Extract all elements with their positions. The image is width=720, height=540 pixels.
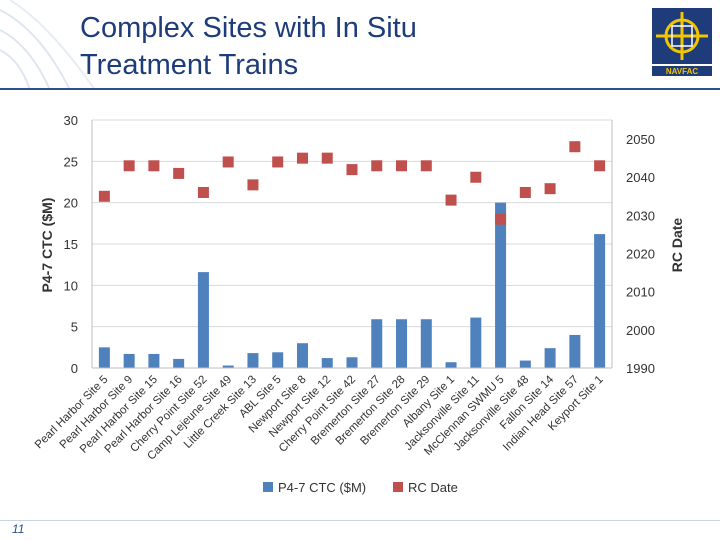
rc-date-marker: [346, 164, 358, 176]
rc-date-marker: [98, 190, 110, 202]
rc-date-marker: [544, 183, 556, 195]
rc-date-marker: [321, 152, 333, 164]
y-tick-label: 10: [64, 278, 78, 293]
bar: [371, 319, 383, 368]
rc-date-marker: [296, 152, 308, 164]
rc-date-marker: [445, 194, 457, 206]
y-axis-label: P4-7 CTC ($M): [39, 198, 55, 293]
rc-date-marker: [371, 160, 383, 172]
bar: [197, 272, 209, 368]
rc-date-marker: [272, 156, 284, 168]
rc-date-marker: [222, 156, 234, 168]
y2-tick-label: 2020: [626, 247, 655, 262]
marker-series: [98, 141, 606, 225]
bar: [519, 360, 531, 368]
logo-text: NAVFAC: [666, 67, 699, 76]
legend-bar-label: P4-7 CTC ($M): [278, 480, 366, 495]
y2-axis-label: RC Date: [669, 218, 685, 273]
y-tick-label: 30: [64, 113, 78, 128]
y2-tick-label: 2040: [626, 170, 655, 185]
axes: 0 5 10 15 20 25 30 1990 2000 2010 2020 2030 2040 2050…: [33, 113, 655, 463]
legend-bar-swatch: [263, 482, 273, 492]
y-tick-label: 0: [71, 361, 78, 376]
corner-decoration: [0, 0, 96, 90]
bar: [495, 202, 507, 368]
slide-number: 11: [12, 522, 25, 536]
legend: P4-7 CTC ($M) RC Date: [263, 480, 458, 495]
navfac-logo: NAVFAC: [652, 8, 712, 76]
legend-marker-label: RC Date: [408, 480, 458, 495]
header-divider: [0, 88, 720, 90]
bar: [445, 362, 457, 368]
bar: [272, 352, 284, 368]
y2-tick-label: 2030: [626, 208, 655, 223]
bar: [420, 319, 432, 368]
page-title: Complex Sites with In Situ Treatment Tra…: [80, 10, 600, 84]
bar: [346, 357, 358, 368]
rc-date-marker: [495, 213, 507, 225]
bar: [296, 343, 308, 368]
bar-series: [98, 202, 606, 368]
rc-date-marker: [123, 160, 135, 172]
rc-date-marker: [519, 186, 531, 198]
title-line-1: Complex Sites with In Situ: [80, 12, 417, 44]
y-tick-label: 20: [64, 196, 78, 211]
bar: [148, 353, 160, 368]
y-tick-label: 15: [64, 237, 78, 252]
rc-date-marker: [470, 171, 482, 183]
rc-date-marker: [569, 141, 581, 153]
y2-tick-label: 2000: [626, 323, 655, 338]
bar: [396, 319, 408, 368]
bar: [321, 358, 333, 368]
bar: [222, 365, 234, 368]
rc-date-marker: [247, 179, 259, 191]
bar: [470, 317, 482, 368]
y2-tick-label: 2050: [626, 132, 655, 147]
rc-date-marker: [197, 186, 209, 198]
bar: [173, 358, 185, 368]
footer-divider: [0, 520, 720, 521]
y2-tick-label: 2010: [626, 285, 655, 300]
rc-date-marker: [420, 160, 432, 172]
rc-date-marker: [173, 167, 185, 179]
rc-date-marker: [148, 160, 160, 172]
ctc-rc-date-chart: 0 5 10 15 20 25 30 1990 2000 2010 2020 2030 2040 2050…: [33, 113, 685, 495]
y-tick-label: 25: [64, 154, 78, 169]
bar: [594, 234, 606, 368]
title-line-2: Treatment Trains: [80, 49, 299, 81]
rc-date-marker: [594, 160, 606, 172]
legend-marker-swatch: [393, 482, 403, 492]
rc-date-marker: [396, 160, 408, 172]
grid-lines: [92, 119, 612, 369]
bar: [569, 334, 581, 368]
bar: [123, 353, 135, 368]
y-tick-label: 5: [71, 320, 78, 335]
bar: [544, 348, 556, 368]
y2-tick-label: 1990: [626, 361, 655, 376]
bar: [247, 353, 259, 368]
bar: [98, 347, 110, 368]
